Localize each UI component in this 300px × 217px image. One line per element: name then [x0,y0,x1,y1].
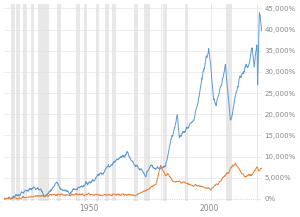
Bar [57,4,61,201]
Bar [163,4,166,201]
Bar [211,4,212,201]
Bar [112,4,116,201]
Bar [31,4,34,201]
Bar [257,4,258,201]
Bar [23,4,27,201]
Bar [144,4,150,201]
Bar [96,4,99,201]
Bar [76,4,80,201]
Bar [105,4,109,201]
Bar [16,4,20,201]
Bar [160,4,162,201]
Bar [84,4,87,201]
Bar [38,4,49,201]
Bar [134,4,138,201]
Bar [226,4,232,201]
Bar [11,4,15,201]
Bar [185,4,188,201]
